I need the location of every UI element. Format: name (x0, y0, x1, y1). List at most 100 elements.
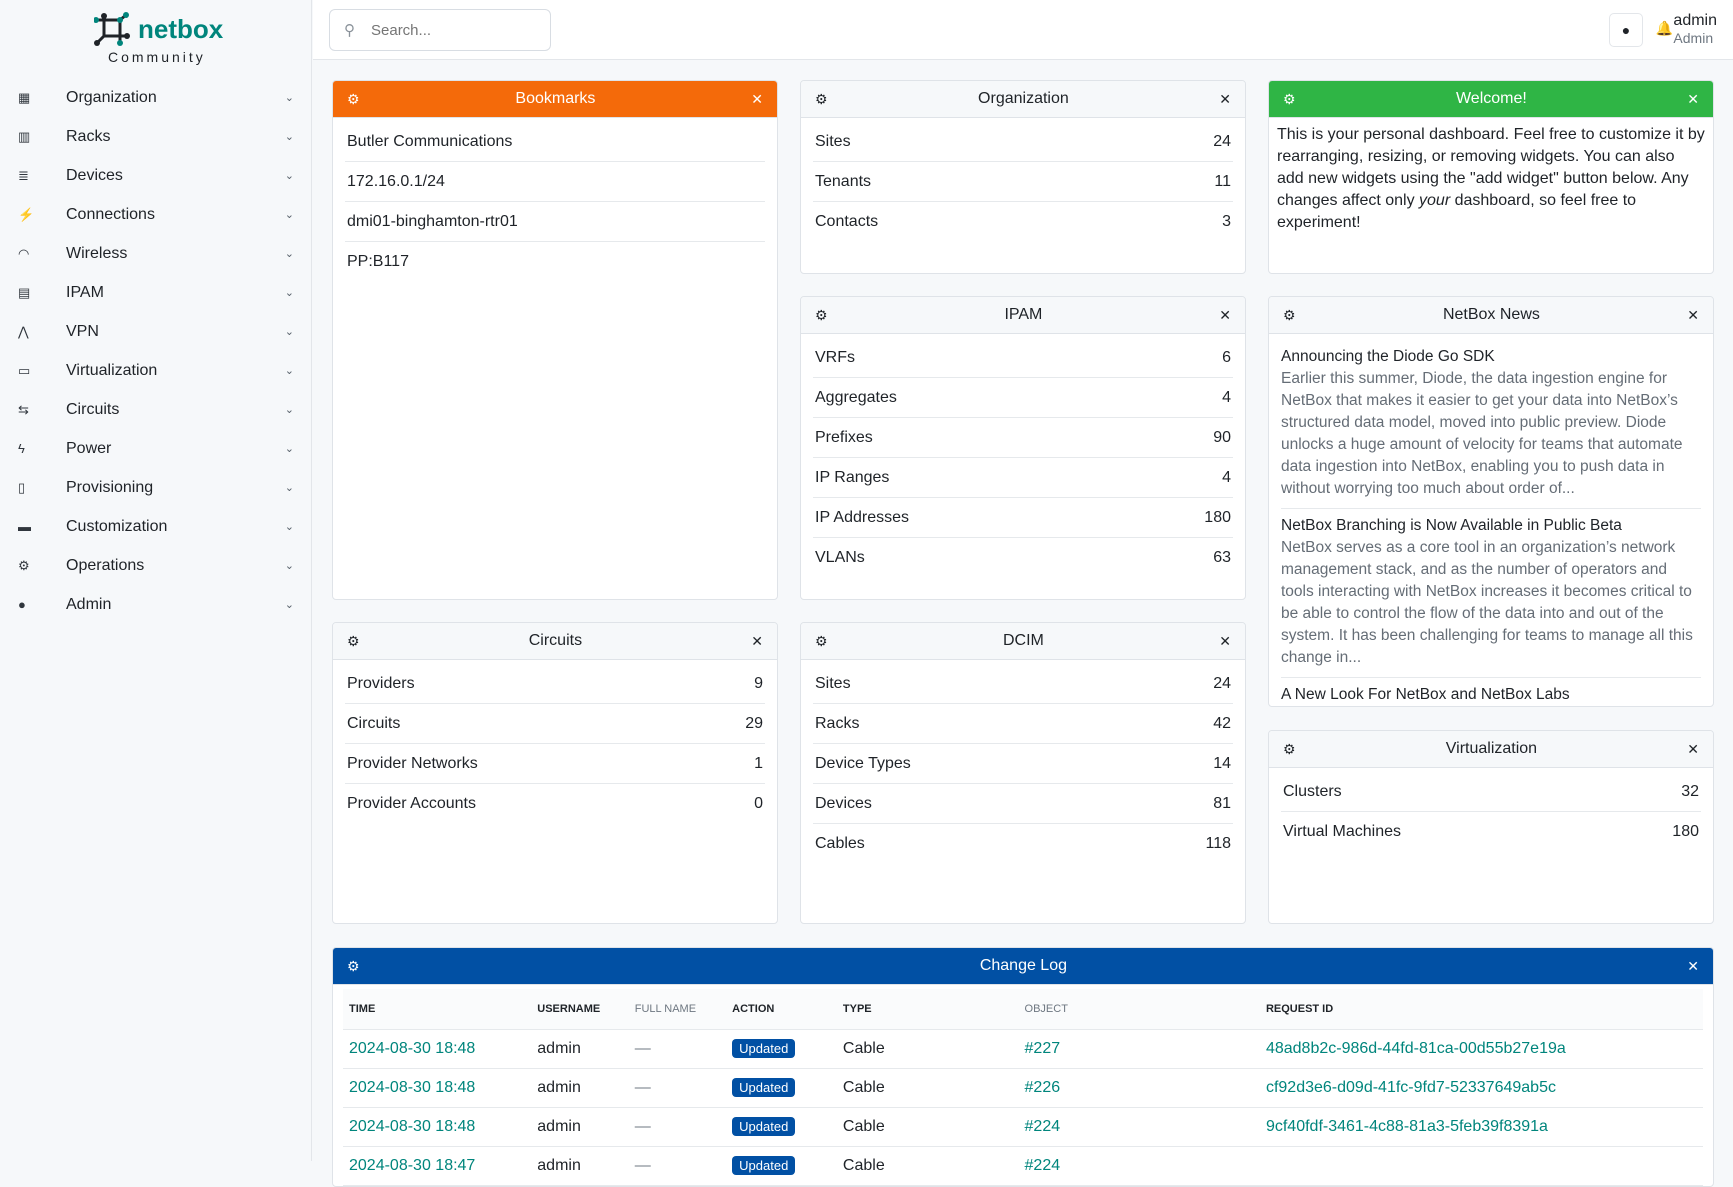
stat-row[interactable]: Virtual Machines 180 (1281, 812, 1701, 852)
bookmark-item[interactable]: 172.16.0.1/24 (345, 162, 765, 202)
object-link[interactable]: #226 (1024, 1078, 1061, 1096)
sidebar-item-racks[interactable]: ▥ Racks ⌄ (0, 117, 312, 156)
gear-icon[interactable]: ⚙ (1283, 740, 1296, 757)
bookmark-item[interactable]: PP:B117 (345, 242, 765, 282)
theme-toggle-button[interactable]: ● (1609, 13, 1643, 47)
time-link[interactable]: 2024-08-30 18:48 (349, 1117, 476, 1135)
toolbox-icon: ▬ (18, 519, 31, 534)
close-icon[interactable]: ✕ (751, 90, 763, 107)
sidebar-item-admin[interactable]: ● Admin ⌄ (0, 585, 312, 624)
stat-row[interactable]: Sites 24 (813, 122, 1233, 162)
search-input[interactable] (371, 21, 531, 39)
stat-row[interactable]: Tenants 11 (813, 162, 1233, 202)
time-link[interactable]: 2024-08-30 18:48 (349, 1039, 476, 1057)
column-header[interactable]: USERNAME (531, 989, 629, 1030)
table-cell: — (628, 1068, 727, 1108)
column-header[interactable]: TYPE (836, 989, 1019, 1030)
gear-icon[interactable]: ⚙ (347, 957, 360, 974)
close-icon[interactable]: ✕ (1687, 306, 1699, 323)
stat-row[interactable]: VRFs 6 (813, 338, 1233, 378)
news-title[interactable]: A New Look For NetBox and NetBox Labs (1281, 686, 1570, 703)
close-icon[interactable]: ✕ (1219, 90, 1231, 107)
news-item[interactable]: Announcing the Diode Go SDK Earlier this … (1281, 340, 1701, 509)
close-icon[interactable]: ✕ (751, 632, 763, 649)
stat-row[interactable]: IP Ranges 4 (813, 458, 1233, 498)
request-id-link[interactable]: cf92d3e6-d09d-41fc-9fd7-52337649ab5c (1265, 1078, 1556, 1096)
sidebar-item-power[interactable]: ϟ Power ⌄ (0, 429, 312, 468)
time-link[interactable]: 2024-08-30 18:47 (349, 1156, 476, 1174)
bookmark-item[interactable]: dmi01-binghamton-rtr01 (345, 202, 765, 242)
action-badge: Updated (732, 1155, 796, 1175)
column-header[interactable]: TIME (343, 989, 532, 1030)
gear-icon[interactable]: ⚙ (815, 90, 828, 107)
gear-icon[interactable]: ⚙ (815, 632, 828, 649)
stat-row[interactable]: Sites 24 (813, 664, 1233, 704)
notifications-bell-icon[interactable]: 🔔 (1655, 20, 1673, 36)
stat-row[interactable]: VLANs 63 (813, 538, 1233, 578)
column-header[interactable]: FULL NAME (628, 989, 727, 1030)
sidebar-item-virtualization[interactable]: ▭ Virtualization ⌄ (0, 351, 312, 390)
close-icon[interactable]: ✕ (1687, 957, 1699, 974)
user-menu[interactable]: admin Admin (1673, 12, 1717, 46)
close-icon[interactable]: ✕ (1219, 632, 1231, 649)
gear-icon[interactable]: ⚙ (347, 90, 360, 107)
sidebar-item-connections[interactable]: ⚡ Connections ⌄ (0, 195, 312, 234)
sidebar-item-operations[interactable]: ⚙ Operations ⌄ (0, 546, 312, 585)
stat-row[interactable]: IP Addresses 180 (813, 498, 1233, 538)
sidebar-item-circuits[interactable]: ⇆ Circuits ⌄ (0, 390, 312, 429)
sidebar-item-wireless[interactable]: ◠ Wireless ⌄ (0, 234, 312, 273)
column-header[interactable]: OBJECT (1018, 989, 1260, 1030)
sidebar-item-customization[interactable]: ▬ Customization ⌄ (0, 507, 312, 546)
stat-row[interactable]: Aggregates 4 (813, 378, 1233, 418)
time-link[interactable]: 2024-08-30 18:48 (349, 1078, 476, 1096)
object-link[interactable]: #224 (1024, 1156, 1061, 1174)
object-link[interactable]: #224 (1024, 1117, 1061, 1135)
gear-icon[interactable]: ⚙ (1283, 90, 1296, 107)
sidebar-item-organization[interactable]: ▦ Organization ⌄ (0, 78, 312, 117)
table-cell: Cable (836, 1146, 1019, 1186)
stat-row[interactable]: Devices 81 (813, 784, 1233, 824)
sidebar-item-label: Wireless (66, 244, 128, 262)
gear-icon[interactable]: ⚙ (815, 306, 828, 323)
news-title[interactable]: Announcing the Diode Go SDK (1281, 348, 1495, 365)
search-box[interactable]: ⚲ (329, 9, 551, 51)
stat-row[interactable]: Circuits 29 (345, 704, 765, 744)
news-item[interactable]: NetBox Branching is Now Available in Pub… (1281, 509, 1701, 678)
gear-icon[interactable]: ⚙ (347, 632, 360, 649)
stat-count: 14 (1213, 754, 1231, 772)
stat-row[interactable]: Cables 118 (813, 824, 1233, 864)
chevron-down-icon: ⌄ (284, 404, 294, 416)
netbox-logo[interactable]: netbox Community (92, 12, 232, 70)
column-header[interactable]: REQUEST ID (1259, 989, 1703, 1030)
table-cell: 2024-08-30 18:47 (343, 1146, 532, 1186)
table-cell: #224 (1018, 1107, 1260, 1147)
news-item[interactable]: A New Look For NetBox and NetBox Labs (1281, 678, 1701, 704)
stat-row[interactable]: Racks 42 (813, 704, 1233, 744)
request-id-link[interactable]: 9cf40fdf-3461-4c88-81a3-5feb39f8391a (1265, 1117, 1548, 1135)
table-cell: #226 (1018, 1068, 1260, 1108)
gear-icon[interactable]: ⚙ (1283, 306, 1296, 323)
object-link[interactable]: #227 (1024, 1039, 1061, 1057)
stat-row[interactable]: Clusters 32 (1281, 772, 1701, 812)
request-id-link[interactable]: 48ad8b2c-986d-44fd-81ca-00d55b27e19a (1265, 1039, 1566, 1057)
stat-row[interactable]: Contacts 3 (813, 202, 1233, 242)
news-widget: ⚙ NetBox News ✕ Announcing the Diode Go SD… (1268, 296, 1714, 707)
stat-row[interactable]: Provider Networks 1 (345, 744, 765, 784)
stat-label: Racks (815, 714, 860, 732)
wifi-icon: ◠ (18, 245, 30, 261)
news-title[interactable]: NetBox Branching is Now Available in Pub… (1281, 517, 1622, 534)
table-cell: Cable (836, 1029, 1019, 1069)
stat-row[interactable]: Device Types 14 (813, 744, 1233, 784)
sidebar-item-ipam[interactable]: ▤ IPAM ⌄ (0, 273, 312, 312)
stat-row[interactable]: Providers 9 (345, 664, 765, 704)
stat-row[interactable]: Provider Accounts 0 (345, 784, 765, 824)
column-header[interactable]: ACTION (726, 989, 837, 1030)
bookmark-item[interactable]: Butler Communications (345, 122, 765, 162)
sidebar-item-vpn[interactable]: ⋀ VPN ⌄ (0, 312, 312, 351)
close-icon[interactable]: ✕ (1219, 306, 1231, 323)
sidebar-item-devices[interactable]: ≣ Devices ⌄ (0, 156, 312, 195)
close-icon[interactable]: ✕ (1687, 740, 1699, 757)
close-icon[interactable]: ✕ (1687, 90, 1699, 107)
stat-row[interactable]: Prefixes 90 (813, 418, 1233, 458)
sidebar-item-provisioning[interactable]: ▯ Provisioning ⌄ (0, 468, 312, 507)
